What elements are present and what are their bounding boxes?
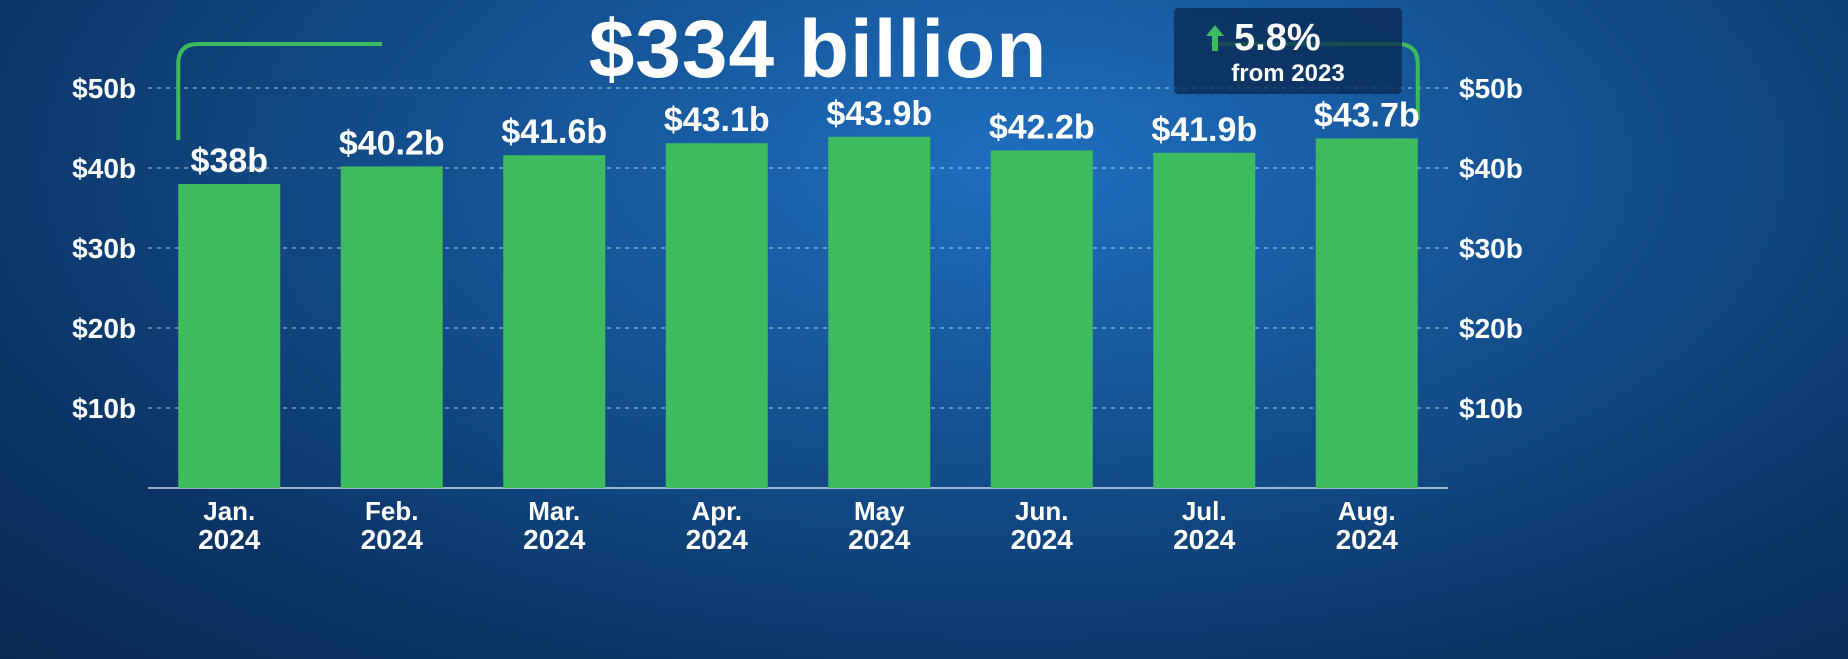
y-tick-label-right: $10b [1459, 393, 1523, 424]
x-tick-label-month: May [854, 496, 905, 526]
data-label: $40.2b [339, 124, 445, 162]
x-tick-label-month: Jul. [1182, 496, 1227, 526]
x-tick-label-year: 2024 [198, 524, 261, 555]
bracket-left [176, 42, 382, 140]
bar [503, 155, 606, 488]
data-label: $41.9b [1151, 111, 1257, 149]
y-tick-label-left: $10b [72, 393, 136, 424]
data-label: $43.1b [664, 101, 770, 139]
data-label: $38b [191, 142, 269, 180]
y-tick-label-right: $50b [1459, 73, 1523, 104]
x-tick-label-year: 2024 [848, 524, 911, 555]
x-tick-label-month: Mar. [528, 496, 580, 526]
bar [990, 150, 1093, 488]
y-tick-label-right: $30b [1459, 233, 1523, 264]
bar [828, 136, 931, 489]
data-label: $43.7b [1314, 96, 1420, 134]
x-tick-label-year: 2024 [1336, 524, 1399, 555]
data-label: $41.6b [501, 113, 607, 151]
data-label: $42.2b [989, 108, 1095, 146]
x-tick-label-year: 2024 [1173, 524, 1236, 555]
x-tick-label-year: 2024 [686, 524, 749, 555]
x-tick-label-month: Jan. [203, 496, 255, 526]
x-tick-label-year: 2024 [1011, 524, 1074, 555]
bar [340, 166, 443, 488]
bar [1153, 152, 1256, 489]
data-label: $43.9b [826, 95, 932, 133]
change-note: from 2023 [1231, 60, 1345, 87]
change-badge: 5.8% from 2023 [1174, 8, 1402, 94]
x-tick-label-month: Apr. [691, 496, 742, 526]
y-tick-label-left: $20b [72, 313, 136, 344]
change-percent: 5.8% [1234, 17, 1321, 59]
x-tick-label-year: 2024 [523, 524, 586, 555]
x-tick-label-month: Jun. [1015, 496, 1068, 526]
y-tick-label-right: $40b [1459, 153, 1523, 184]
bar [1315, 138, 1418, 488]
y-tick-label-right: $20b [1459, 313, 1523, 344]
bar [178, 184, 281, 488]
data-label-layer: $38b $40.2b $41.6b $43.1b $43.9b $42.2b $41.9b… [191, 95, 1420, 180]
total-value: $334 billion [588, 4, 1048, 95]
arrow-up-icon [1206, 25, 1224, 51]
y-tick-label-left: $50b [72, 73, 136, 104]
axis-layer: $10b $10b $20b $20b $30b $30b $40b $40b $50b $50b… [72, 73, 1523, 555]
x-tick-label-year: 2024 [361, 524, 424, 555]
x-tick-label-month: Feb. [365, 496, 418, 526]
y-tick-label-left: $30b [72, 233, 136, 264]
bar-layer [178, 136, 1418, 489]
y-tick-label-left: $40b [72, 153, 136, 184]
bar [665, 143, 768, 488]
x-tick-label-month: Aug. [1338, 496, 1396, 526]
change-row: 5.8% [1204, 16, 1321, 60]
